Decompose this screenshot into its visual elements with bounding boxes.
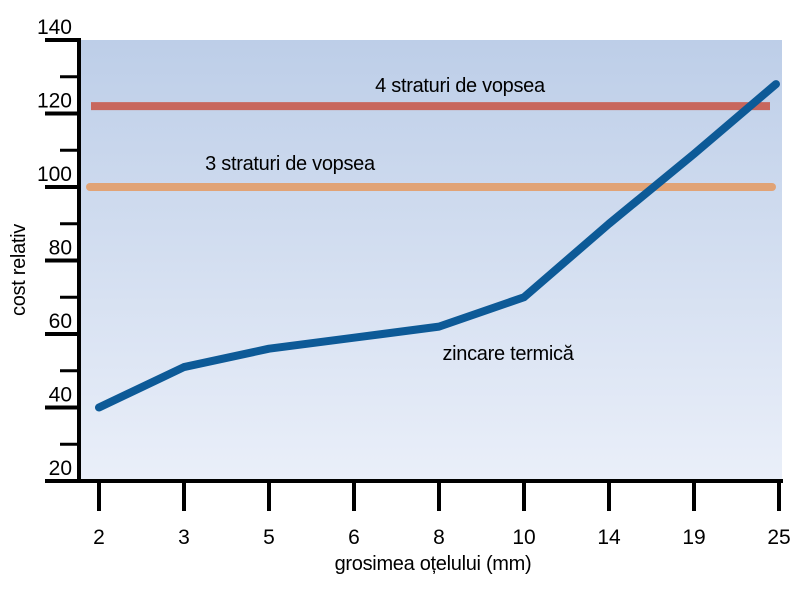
paint3-label: 3 straturi de vopsea (205, 153, 376, 175)
x-tick-label: 2 (93, 526, 105, 549)
y-tick-label: 120 (37, 90, 72, 113)
x-tick-label: 19 (682, 526, 705, 549)
x-axis-title: grosimea oțelului (mm) (335, 553, 532, 575)
x-tick-label: 25 (767, 526, 790, 549)
x-tick-label: 14 (597, 526, 621, 549)
plot-area (80, 40, 782, 481)
y-tick-label: 60 (49, 310, 72, 333)
y-tick-label: 100 (37, 163, 72, 186)
y-tick-label: 80 (49, 237, 72, 260)
x-axis-ticks (97, 479, 781, 511)
x-tick-label: 10 (512, 526, 535, 549)
galvanizing-curve (95, 80, 780, 412)
y-tick-label: 20 (49, 457, 72, 480)
y-axis-tick-labels: 140 120 100 80 60 40 20 (37, 16, 72, 480)
paint4-label: 4 straturi de vopsea (375, 75, 546, 97)
y-axis-ticks (45, 38, 79, 446)
x-tick-label: 3 (178, 526, 190, 549)
galvanizing-label: zincare termică (442, 343, 574, 365)
y-tick-label: 40 (49, 384, 72, 407)
x-tick-label: 5 (263, 526, 275, 549)
y-tick-label: 140 (37, 16, 72, 39)
x-tick-label: 8 (433, 526, 445, 549)
y-axis-title: cost relativ (8, 224, 30, 316)
x-tick-label: 6 (348, 526, 360, 549)
x-axis-tick-labels: 2 3 5 6 8 10 14 19 25 (93, 526, 791, 549)
